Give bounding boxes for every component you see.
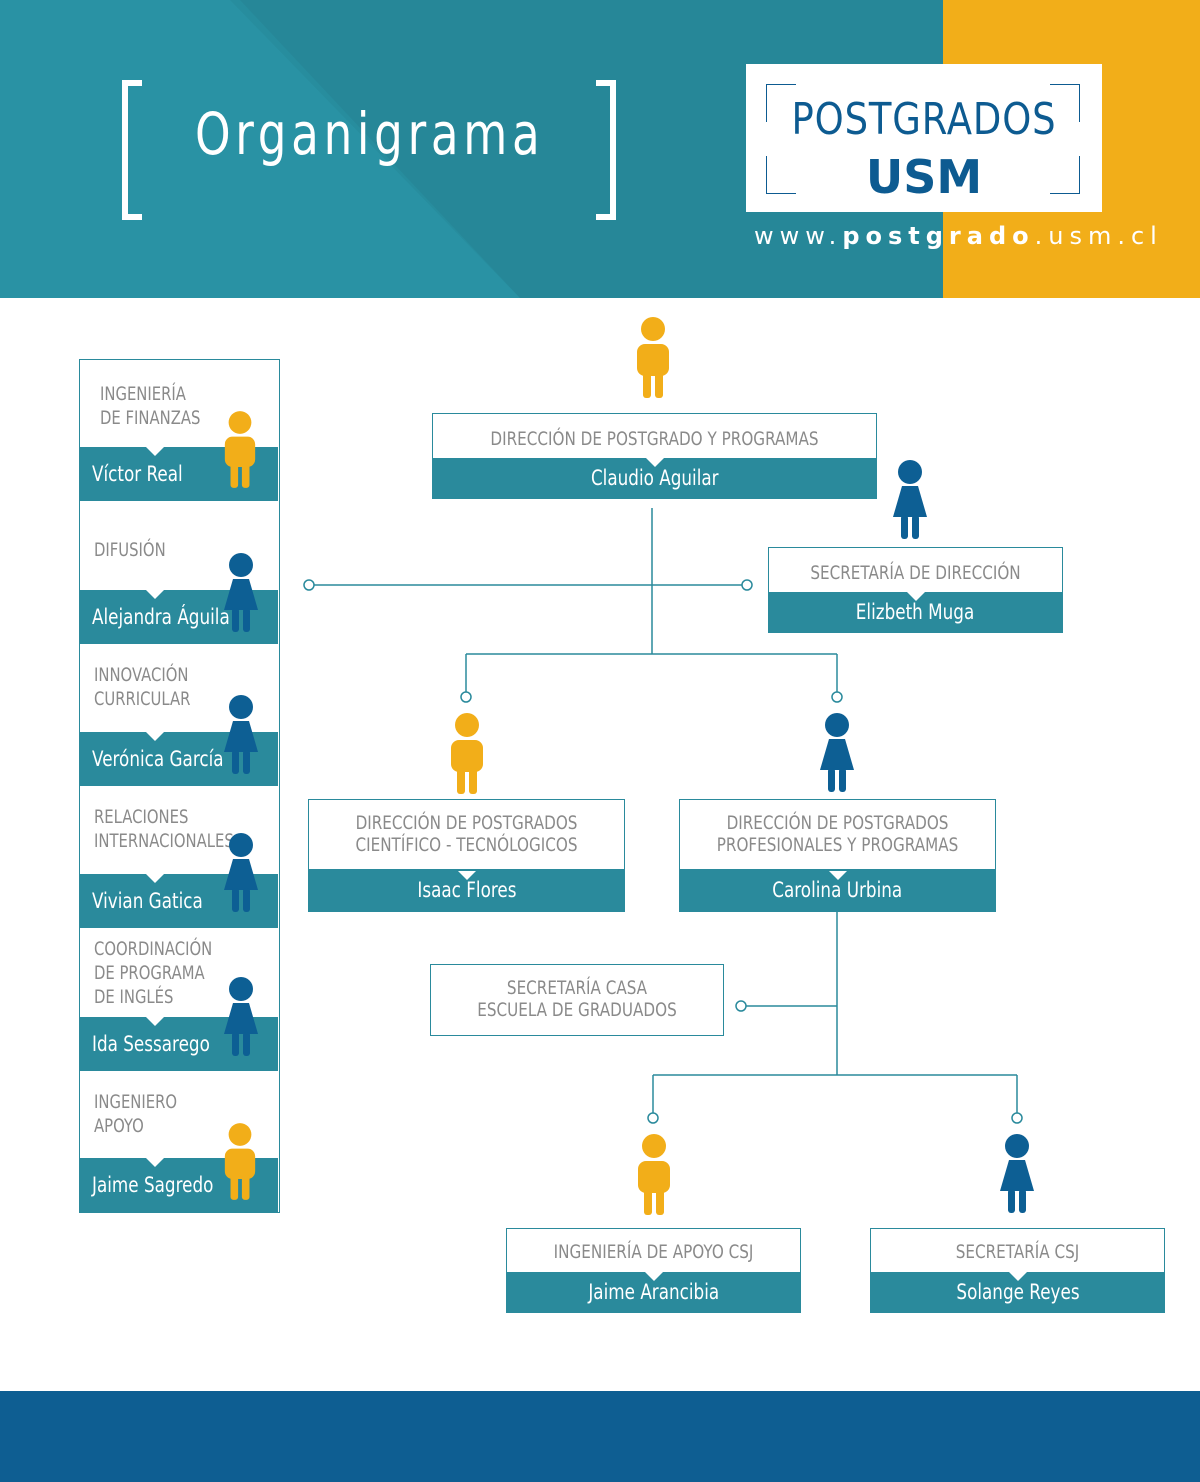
female-person-icon — [1000, 1134, 1034, 1213]
url-suffix: .usm.cl — [1034, 222, 1163, 250]
female-person-icon — [820, 713, 854, 792]
role-label: SECRETARÍA DE DIRECCIÓN — [810, 562, 1021, 584]
org-box-secretaria-direccion: SECRETARÍA DE DIRECCIÓN Elizbeth Muga — [768, 547, 1063, 633]
female-person-icon — [893, 460, 927, 539]
role-label: SECRETARÍA CSJ — [955, 1241, 1080, 1263]
footer-bar — [0, 1391, 1200, 1482]
side-item: INNOVACIÓN CURRICULAR Verónica García — [80, 645, 278, 787]
role-label: INGENIERO APOYO — [94, 1091, 178, 1137]
header: Organigrama POSTGRADOS USM www.postgrado… — [0, 0, 1200, 298]
role-label: SECRETARÍA CASA ESCUELA DE GRADUADOS — [477, 977, 677, 1021]
male-person-icon — [637, 317, 669, 398]
logo: POSTGRADOS USM — [746, 64, 1102, 212]
side-item: DIFUSIÓN Alejandra Águila — [80, 502, 278, 645]
box-notch — [146, 1017, 164, 1026]
box-notch — [828, 871, 847, 880]
box-notch — [146, 1158, 164, 1167]
role-label: DIRECCIÓN DE POSTGRADOS CIENTÍFICO - TEC… — [355, 812, 578, 856]
logo-text-postgrados: POSTGRADOS — [791, 94, 1057, 145]
role-label: INGENIERÍA DE FINANZAS — [100, 383, 201, 429]
side-staff-column: INGENIERÍA DE FINANZAS Víctor Real DIFUSI… — [79, 359, 280, 1213]
box-notch — [1008, 1272, 1027, 1281]
role-label: COORDINACIÓN DE PROGRAMA DE INGLÉS — [94, 938, 213, 1008]
org-box-direccion-postgrado: DIRECCIÓN DE POSTGRADO Y PROGRAMAS Claud… — [432, 413, 877, 499]
role-label: RELACIONES INTERNACIONALES — [94, 806, 234, 852]
title-bracket-left — [122, 80, 142, 220]
role-label: DIRECCIÓN DE POSTGRADOS PROFESIONALES Y … — [716, 812, 959, 856]
role-label: INGENIERÍA DE APOYO CSJ — [553, 1241, 754, 1263]
side-item: INGENIERÍA DE FINANZAS Víctor Real — [80, 360, 278, 502]
person-name: Solange Reyes — [871, 1272, 1164, 1312]
org-box-ingenieria-csj: INGENIERÍA DE APOYO CSJ Jaime Arancibia — [506, 1228, 801, 1313]
title-bracket-right — [596, 80, 616, 220]
box-notch — [146, 590, 164, 599]
side-item: COORDINACIÓN DE PROGRAMA DE INGLÉS Ida Ses… — [80, 929, 278, 1072]
page-title: Organigrama — [195, 100, 545, 168]
org-box-direccion-cientifico: DIRECCIÓN DE POSTGRADOS CIENTÍFICO - TEC… — [308, 799, 625, 912]
box-notch — [457, 871, 476, 880]
female-person-icon — [224, 833, 258, 912]
logo-text-usm: USM — [865, 150, 983, 204]
website-url: www.postgrado.usm.cl — [754, 222, 1157, 250]
person-name: Jaime Arancibia — [507, 1272, 800, 1312]
org-box-secretaria-csj: SECRETARÍA CSJ Solange Reyes — [870, 1228, 1165, 1313]
female-person-icon — [224, 553, 258, 632]
org-box-direccion-profesionales: DIRECCIÓN DE POSTGRADOS PROFESIONALES Y … — [679, 799, 996, 912]
person-name: Isaac Flores — [309, 869, 624, 911]
box-notch — [644, 1272, 663, 1281]
role-label: DIRECCIÓN DE POSTGRADO Y PROGRAMAS — [490, 428, 819, 450]
box-notch — [146, 874, 164, 883]
male-person-icon — [224, 411, 256, 488]
male-person-icon — [638, 1134, 670, 1215]
url-prefix: www. — [754, 222, 843, 250]
female-person-icon — [224, 695, 258, 774]
box-notch — [146, 447, 164, 456]
male-person-icon — [451, 713, 483, 794]
url-bold: postgrado — [842, 222, 1035, 250]
org-box-secretaria-casa: SECRETARÍA CASA ESCUELA DE GRADUADOS — [430, 964, 724, 1036]
side-item: RELACIONES INTERNACIONALES Vivian Gatica — [80, 787, 278, 929]
box-notch — [146, 732, 164, 741]
male-person-icon — [224, 1123, 256, 1200]
female-person-icon — [224, 977, 258, 1056]
box-notch — [645, 458, 664, 467]
side-item: INGENIERO APOYO Jaime Sagredo — [80, 1072, 278, 1212]
role-label: DIFUSIÓN — [94, 539, 166, 561]
role-label: INNOVACIÓN CURRICULAR — [94, 664, 191, 710]
box-notch — [906, 592, 925, 601]
